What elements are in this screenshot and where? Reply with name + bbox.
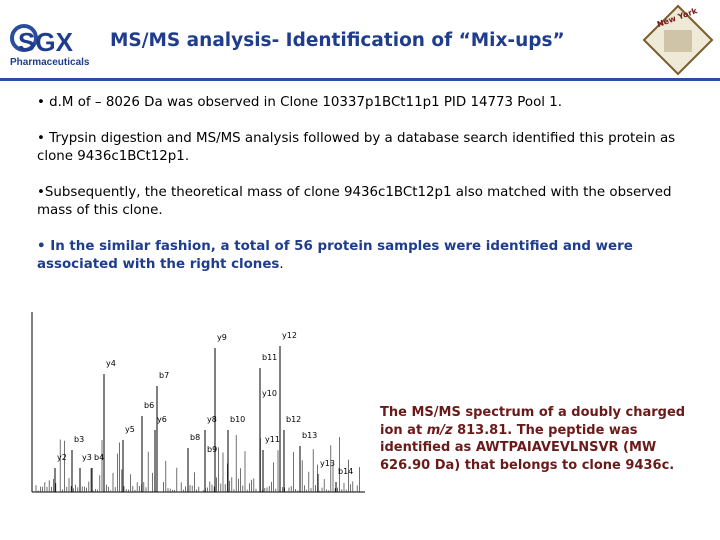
bullet: • d.M of – 8026 Da was observed in Clone… (37, 95, 563, 110)
peak-label: b12 (286, 415, 301, 424)
badge-image (664, 30, 692, 52)
highlight-text: • In the similar fashion, a total of 56 … (37, 239, 633, 272)
peak-label: b13 (302, 431, 317, 440)
bullet: •Subsequently, the theoretical mass of c… (37, 185, 672, 218)
peak-label: b9 (207, 445, 217, 454)
peak-label: y8 (207, 415, 217, 424)
peak-label: b3 (74, 435, 84, 444)
peak-label: y4 (106, 359, 116, 368)
badge: New York (642, 4, 714, 76)
logo-ring (10, 24, 38, 52)
peak-label: y2 (57, 453, 67, 462)
peak-label: y3 (82, 453, 92, 462)
peak-label: b4 (94, 453, 104, 462)
caption: The MS/MS spectrum of a doubly charged i… (380, 404, 710, 474)
caption-text: The MS/MS spectrum of a doubly charged i… (380, 405, 686, 438)
bullet: • In the similar fashion, a total of 56 … (37, 238, 707, 274)
peak-label: b14 (338, 467, 353, 476)
bullet: • Trypsin digestion and MS/MS analysis f… (37, 131, 676, 164)
logo: SGX Pharmaceuticals (10, 18, 100, 73)
peak-label: b11 (262, 353, 277, 362)
header-rule (0, 78, 720, 81)
peak-label: y5 (125, 425, 135, 434)
peak-label: b6 (144, 401, 154, 410)
logo-subtitle: Pharmaceuticals (10, 57, 90, 68)
peak-label: y13 (320, 459, 335, 468)
peak-label: y10 (262, 389, 277, 398)
peak-label: b10 (230, 415, 245, 424)
peak-label: y11 (265, 435, 280, 444)
peak-label: y6 (157, 415, 167, 424)
peak-label: b8 (190, 433, 200, 442)
peak-label: y12 (282, 331, 297, 340)
caption-italic: m/z (426, 422, 453, 438)
slide-title: MS/MS analysis- Identification of “Mix-u… (110, 30, 565, 51)
peak-label: y9 (217, 333, 227, 342)
logo-text: SGX (18, 27, 74, 57)
caption-text: 813.81. The peptide was identified as AW… (380, 422, 675, 473)
logo-graphic: SGX Pharmaceuticals (10, 24, 90, 68)
peak-label: b7 (159, 371, 169, 380)
highlight-end: . (279, 257, 284, 272)
